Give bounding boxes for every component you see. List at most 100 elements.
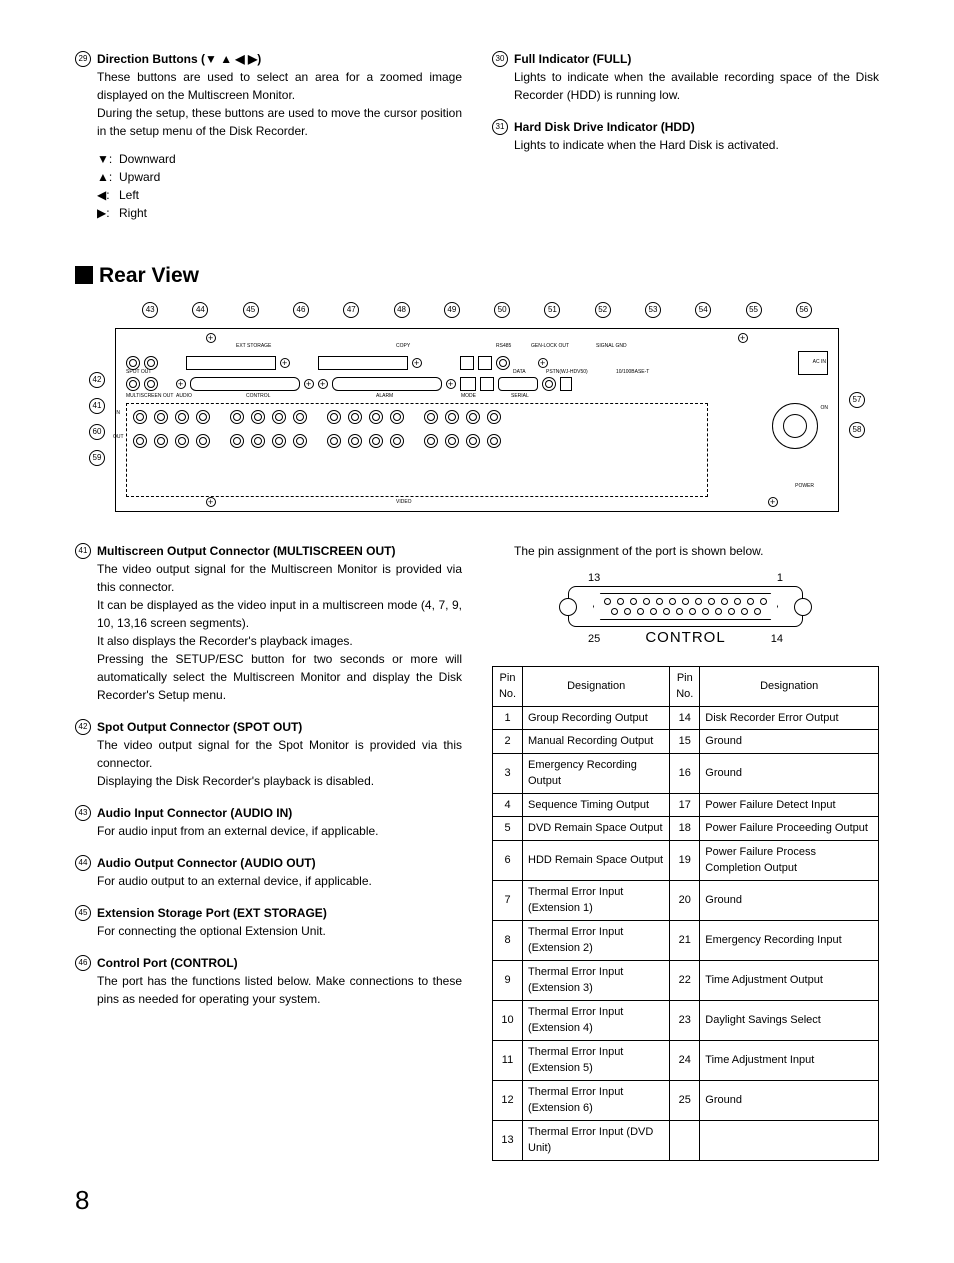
diagram-callout-56: 56 <box>796 302 812 318</box>
cell-pin-no: 13 <box>493 1120 523 1160</box>
video-out-row <box>133 434 701 448</box>
bnc-connector-icon <box>348 410 362 424</box>
arrow-label: Left <box>119 186 139 204</box>
port-inner <box>593 593 778 620</box>
port-pin-icon <box>760 598 767 605</box>
audio-label: AUDIO <box>176 393 192 401</box>
cell-pin-no: 11 <box>493 1040 523 1080</box>
video-label: VIDEO <box>396 499 412 507</box>
bnc-connector-icon <box>466 410 480 424</box>
pstn-port <box>498 377 538 391</box>
pstn-label: PSTN(WJ-HDV50) <box>546 369 588 377</box>
connector-icon <box>126 356 140 370</box>
cell-pin-no: 9 <box>493 960 523 1000</box>
cell-pin-no: 20 <box>670 880 700 920</box>
item-45-text: For connecting the optional Extension Un… <box>97 922 462 940</box>
bnc-connector-icon <box>230 434 244 448</box>
bottom-left-col: 41Multiscreen Output Connector (MULTISCR… <box>75 542 462 1161</box>
table-row: 11Thermal Error Input (Extension 5)24Tim… <box>493 1040 879 1080</box>
pin-table: Pin No. Designation Pin No. Designation … <box>492 666 879 1161</box>
serial-label: SERIAL <box>511 393 529 401</box>
pin-intro: The pin assignment of the port is shown … <box>514 542 879 560</box>
port-pin-icon <box>669 598 676 605</box>
diagram-callout-51: 51 <box>544 302 560 318</box>
port-top-labels: 13 1 <box>568 570 803 587</box>
arrow-label: Upward <box>119 168 160 186</box>
item-41-title: Multiscreen Output Connector (MULTISCREE… <box>97 542 462 560</box>
bnc-connector-icon <box>272 434 286 448</box>
arrow-label: Downward <box>119 150 176 168</box>
pin-bot-row <box>604 608 767 615</box>
item-45-num: 45 <box>75 904 97 940</box>
spot-out-connector <box>126 377 140 391</box>
port-pin-icon <box>741 608 748 615</box>
diagram-right-labels: 5758 <box>849 392 865 438</box>
port-pin-icon <box>689 608 696 615</box>
item-42-title: Spot Output Connector (SPOT OUT) <box>97 718 462 736</box>
power-label: POWER <box>795 483 814 491</box>
item-46-text: The port has the functions listed below.… <box>97 972 462 1008</box>
port-pin-icon <box>715 608 722 615</box>
cell-designation: Power Failure Process Completion Output <box>700 840 879 880</box>
cell-designation: DVD Remain Space Output <box>523 817 670 841</box>
cell-pin-no: 16 <box>670 753 700 793</box>
ethernet-label: 10/100BASE-T <box>616 369 649 377</box>
port-pin-icon <box>747 598 754 605</box>
table-row: 9Thermal Error Input (Extension 3)22Time… <box>493 960 879 1000</box>
diagram-callout-59: 59 <box>89 450 105 466</box>
serial-port <box>480 377 494 391</box>
item-31-body: Hard Disk Drive Indicator (HDD) Lights t… <box>514 118 879 154</box>
arrow-symbol: ▶: <box>97 204 119 222</box>
cell-designation: Ground <box>700 880 879 920</box>
screw-icon <box>738 333 748 343</box>
rs485-port <box>460 356 474 370</box>
item-29-num: 29 <box>75 50 97 222</box>
port-box: 13 1 25 CONTROL 14 <box>568 570 803 650</box>
item-42-text: The video output signal for the Spot Mon… <box>97 736 462 772</box>
item-31-p1: Lights to indicate when the Hard Disk is… <box>514 136 879 154</box>
bnc-connector-icon <box>390 410 404 424</box>
pin-table-head: Pin No. Designation Pin No. Designation <box>493 666 879 706</box>
cell-pin-no: 22 <box>670 960 700 1000</box>
cell-pin-no: 5 <box>493 817 523 841</box>
screw-icon <box>304 379 314 389</box>
bnc-connector-icon <box>327 434 341 448</box>
table-row: 12Thermal Error Input (Extension 6)25Gro… <box>493 1080 879 1120</box>
mode-switch <box>460 377 476 391</box>
port-shape <box>568 586 803 627</box>
cell-designation: Power Failure Detect Input <box>700 793 879 817</box>
item-44: 44Audio Output Connector (AUDIO OUT)For … <box>75 854 462 890</box>
bnc-connector-icon <box>390 434 404 448</box>
diagram-callout-53: 53 <box>645 302 661 318</box>
port-pin-icon <box>630 598 637 605</box>
bnc-connector-icon <box>445 410 459 424</box>
item-42-text: Displaying the Disk Recorder's playback … <box>97 772 462 790</box>
bnc-connector-icon <box>369 410 383 424</box>
bnc-connector-icon <box>293 410 307 424</box>
item-44-body: Audio Output Connector (AUDIO OUT)For au… <box>97 854 462 890</box>
cell-designation: Emergency Recording Input <box>700 920 879 960</box>
bottom-right-col: The pin assignment of the port is shown … <box>492 542 879 1161</box>
panel-row-1 <box>126 351 828 375</box>
port-title: CONTROL <box>645 627 725 650</box>
item-43: 43Audio Input Connector (AUDIO IN)For au… <box>75 804 462 840</box>
arrow-list: ▼:Downward▲:Upward◀:Left▶:Right <box>97 150 462 222</box>
bnc-connector-icon <box>154 434 168 448</box>
alarm-port <box>332 377 442 391</box>
port-pin-icon <box>721 598 728 605</box>
bnc-connector-icon <box>424 410 438 424</box>
port-diagram: 13 1 25 CONTROL 14 <box>492 570 879 650</box>
diagram-callout-57: 57 <box>849 392 865 408</box>
item-29-p2: During the setup, these buttons are used… <box>97 104 462 140</box>
cell-designation: Thermal Error Input (Extension 3) <box>523 960 670 1000</box>
th-pin-no-2: Pin No. <box>670 666 700 706</box>
rs485-label: RS485 <box>496 343 511 351</box>
item-29-title: Direction Buttons (▼ ▲ ◀ ▶) <box>97 50 462 68</box>
screw-icon <box>318 379 328 389</box>
arrow-item: ▲:Upward <box>97 168 462 186</box>
arrow-symbol: ◀: <box>97 186 119 204</box>
cell-pin-no: 21 <box>670 920 700 960</box>
control-label: CONTROL <box>246 393 270 401</box>
item-30-num: 30 <box>492 50 514 104</box>
cell-designation: Thermal Error Input (DVD Unit) <box>523 1120 670 1160</box>
